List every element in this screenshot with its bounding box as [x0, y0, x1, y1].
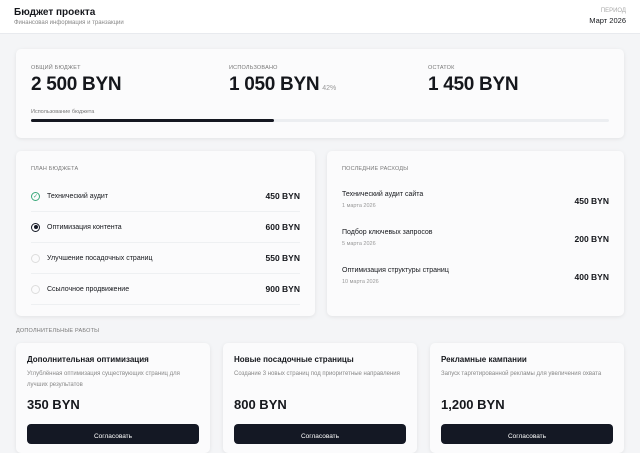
- rest-value: 1 450 BYN: [428, 74, 519, 95]
- page-subtitle: Финансовая информация и транзакции: [14, 20, 124, 26]
- total-budget: ОБЩИЙ БЮДЖЕТ 2 500 BYN: [31, 65, 122, 96]
- remaining-budget: ОСТАТОК 1 450 BYN: [428, 65, 519, 96]
- expense-date: 1 марта 2026: [342, 203, 376, 209]
- expense-item: Технический аудит сайта 1 марта 2026 450 B…: [342, 191, 609, 221]
- expense-date: 5 марта 2026: [342, 241, 376, 247]
- circle-icon: [31, 253, 40, 263]
- plan-title: ПЛАН БЮДЖЕТА: [31, 166, 79, 172]
- used-value: 1 050 BYN: [229, 74, 320, 95]
- budget-plan-card: ПЛАН БЮДЖЕТА ✓ Технический аудит 450 BYN Оп…: [16, 151, 315, 316]
- extra-price: 800 BYN: [234, 397, 287, 412]
- extra-works-title: ДОПОЛНИТЕЛЬНЫЕ РАБОТЫ: [16, 328, 100, 334]
- expense-item: Подбор ключевых запросов 5 марта 2026 200 …: [342, 229, 609, 259]
- used-label: ИСПОЛЬЗОВАНО: [229, 65, 278, 71]
- recent-expenses-card: ПОСЛЕДНИЕ РАСХОДЫ Технический аудит сайт…: [327, 151, 624, 316]
- approve-button[interactable]: Согласовать: [441, 424, 613, 444]
- budget-progress-fill: [31, 119, 274, 122]
- budget-progress-bar: [31, 119, 609, 122]
- plan-item-label: Ссылочное продвижение: [47, 285, 130, 293]
- extra-price: 1,200 BYN: [441, 397, 505, 412]
- plan-item-amount: 900 BYN: [265, 284, 301, 294]
- extra-desc: Создание 3 новых страниц под приоритетны…: [234, 371, 400, 377]
- period-label: ПЕРИОД: [600, 8, 626, 14]
- plan-item[interactable]: ✓ Технический аудит 450 BYN: [31, 181, 300, 212]
- expense-name: Подбор ключевых запросов: [342, 229, 433, 236]
- extra-desc: Запуск таргетированной рекламы для увели…: [441, 371, 602, 377]
- expense-item: Оптимизация структуры страниц 10 марта 20…: [342, 267, 609, 297]
- extra-work-card: Дополнительная оптимизация Углублённая оп…: [16, 343, 210, 453]
- extra-title: Дополнительная оптимизация: [27, 355, 149, 364]
- radio-active-icon: [31, 222, 40, 232]
- expense-name: Оптимизация структуры страниц: [342, 267, 449, 274]
- expense-date: 10 марта 2026: [342, 279, 379, 285]
- extra-title: Новые посадочные страницы: [234, 355, 354, 364]
- plan-item-amount: 450 BYN: [265, 191, 301, 201]
- plan-item-label: Технический аудит: [47, 192, 109, 200]
- plan-item[interactable]: Улучшение посадочных страниц 550 BYN: [31, 243, 300, 274]
- expense-amount: 450 BYN: [574, 196, 610, 206]
- expense-name: Технический аудит сайта: [342, 191, 424, 198]
- plan-item[interactable]: Ссылочное продвижение 900 BYN: [31, 274, 300, 305]
- summary-card: ОБЩИЙ БЮДЖЕТ 2 500 BYN ИСПОЛЬЗОВАНО 1 05…: [16, 49, 624, 138]
- progress-label: Использование бюджета: [31, 109, 95, 115]
- expenses-title: ПОСЛЕДНИЕ РАСХОДЫ: [342, 166, 409, 172]
- plan-item[interactable]: Оптимизация контента 600 BYN: [31, 212, 300, 243]
- approve-button[interactable]: Согласовать: [234, 424, 406, 444]
- used-budget: ИСПОЛЬЗОВАНО 1 050 BYN 42%: [229, 65, 336, 96]
- page-title: Бюджет проекта: [14, 7, 96, 18]
- used-percent: 42%: [322, 85, 337, 92]
- extra-desc: Углублённая оптимизация существующих стр…: [27, 371, 180, 388]
- plan-item-label: Улучшение посадочных страниц: [47, 254, 153, 262]
- expense-amount: 200 BYN: [574, 234, 610, 244]
- extra-price: 350 BYN: [27, 397, 80, 412]
- extra-title: Рекламные кампании: [441, 355, 527, 364]
- extra-work-card: Новые посадочные страницы Создание 3 новы…: [223, 343, 417, 453]
- total-value: 2 500 BYN: [31, 74, 122, 95]
- period-value: Март 2026: [589, 16, 626, 25]
- page-header: Бюджет проекта Финансовая информация и т…: [0, 0, 640, 34]
- total-label: ОБЩИЙ БЮДЖЕТ: [31, 65, 81, 71]
- plan-item-amount: 600 BYN: [265, 222, 301, 232]
- approve-button[interactable]: Согласовать: [27, 424, 199, 444]
- circle-icon: [31, 284, 40, 294]
- expense-amount: 400 BYN: [574, 272, 610, 282]
- plan-item-label: Оптимизация контента: [47, 223, 122, 231]
- check-circle-icon: ✓: [31, 191, 40, 201]
- plan-item-amount: 550 BYN: [265, 253, 301, 263]
- rest-label: ОСТАТОК: [428, 65, 455, 71]
